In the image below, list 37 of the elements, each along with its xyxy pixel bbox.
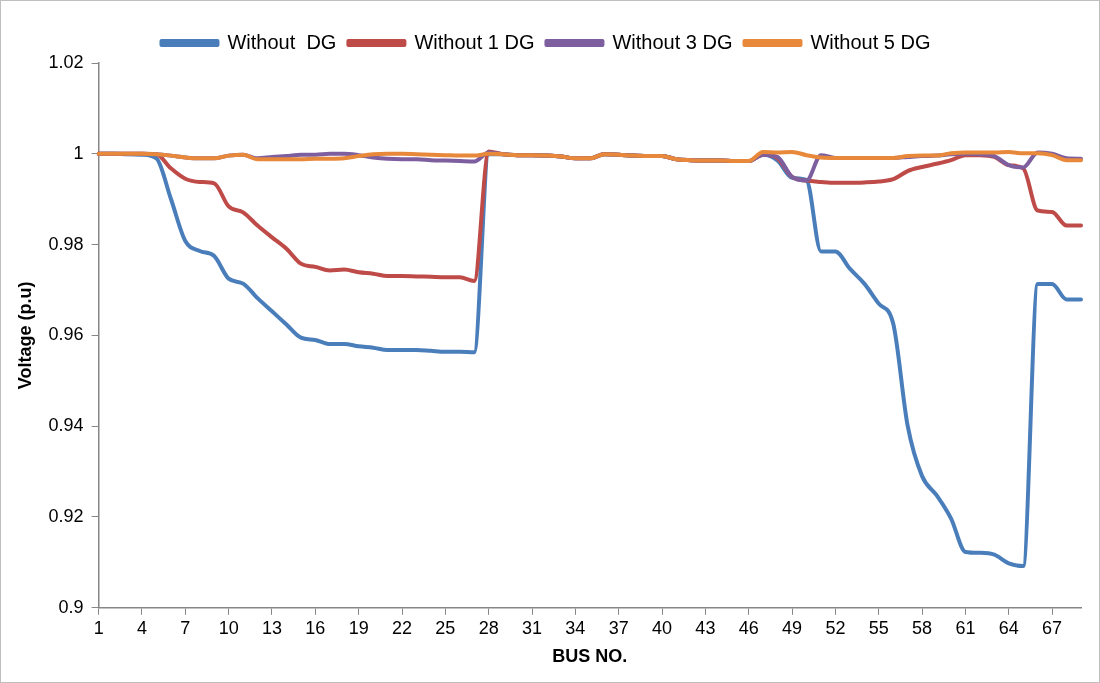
line-series <box>96 149 1083 164</box>
x-tick-label: 43 <box>695 617 716 638</box>
legend-label: Without DG <box>227 30 337 53</box>
x-tick-label: 67 <box>1042 617 1063 638</box>
x-axis-title: BUS NO. <box>552 646 628 667</box>
x-tick-label: 52 <box>825 617 846 638</box>
x-tick-label: 4 <box>136 617 147 638</box>
x-tick-label: 64 <box>998 617 1019 638</box>
x-tick-label: 1 <box>93 617 104 638</box>
x-tick-label: 7 <box>180 617 191 638</box>
x-tick-label: 22 <box>392 617 413 638</box>
x-tick-label: 16 <box>305 617 326 638</box>
x-tick-label: 10 <box>218 617 239 638</box>
x-tick-label: 55 <box>868 617 889 638</box>
legend-label: Without 3 DG <box>612 30 733 53</box>
x-tick-label: 46 <box>738 617 759 638</box>
x-tick-label: 19 <box>348 617 369 638</box>
x-tick-label: 13 <box>261 617 283 638</box>
legend-label: Without 5 DG <box>810 30 931 53</box>
x-tick-label: 31 <box>522 617 543 638</box>
y-tick-label: 1 <box>73 142 84 163</box>
y-axis-title: Voltage (p.u) <box>14 281 35 390</box>
x-tick-label: 40 <box>652 617 673 638</box>
x-tick-label: 58 <box>912 617 933 638</box>
x-tick-label: 61 <box>955 617 976 638</box>
y-tick-label: 1.02 <box>48 51 84 72</box>
y-tick-label: 0.94 <box>48 415 84 436</box>
y-tick-label: 0.9 <box>58 596 84 617</box>
y-tick-label: 0.92 <box>48 505 84 526</box>
x-tick-label: 37 <box>608 617 629 638</box>
y-tick-label: 0.98 <box>48 233 84 254</box>
x-tick-label: 49 <box>782 617 803 638</box>
y-tick-label: 0.96 <box>48 324 84 345</box>
legend-label: Without 1 DG <box>414 30 535 53</box>
x-tick-label: 34 <box>565 617 586 638</box>
x-tick-label: 25 <box>435 617 456 638</box>
x-tick-label: 28 <box>478 617 499 638</box>
